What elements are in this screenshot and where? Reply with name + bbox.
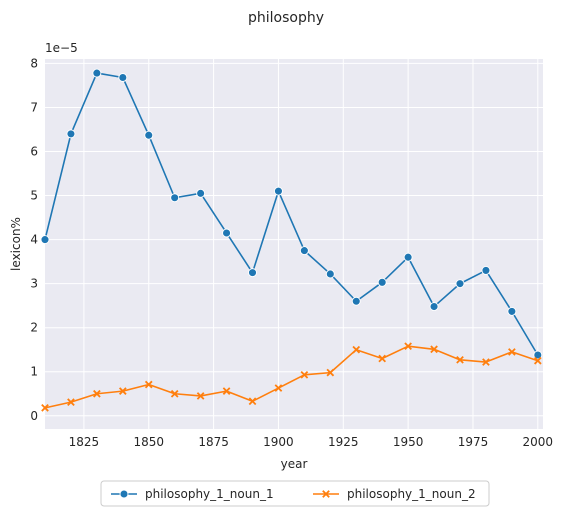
series-line-2 — [44, 345, 539, 409]
legend-label-1: philosophy_1_noun_1 — [145, 487, 274, 501]
series-philosophy_1_noun_1 — [40, 68, 543, 360]
data-point — [67, 398, 75, 406]
x-tick-label: 1875 — [198, 435, 229, 449]
y-tick-label: 4 — [30, 233, 38, 247]
data-point — [144, 380, 153, 389]
legend-marker-2 — [322, 490, 330, 498]
x-tick-label: 2000 — [523, 435, 554, 449]
data-point — [118, 73, 128, 82]
data-point — [222, 228, 232, 238]
y-tick-label: 6 — [30, 145, 38, 159]
y-scale-label: 1e−5 — [45, 41, 78, 55]
data-point — [93, 389, 101, 398]
data-point — [144, 130, 154, 140]
data-point — [482, 358, 490, 366]
data-point — [456, 356, 464, 364]
data-point — [170, 193, 180, 203]
x-tick-label: 1825 — [69, 435, 100, 449]
x-tick-label: 1900 — [263, 435, 294, 449]
data-point — [118, 387, 127, 395]
x-tick-label: 1950 — [393, 435, 424, 449]
data-point — [533, 356, 542, 365]
legend-box — [100, 480, 490, 507]
data-point — [196, 188, 206, 198]
data-point — [352, 345, 361, 354]
y-tick-label: 8 — [30, 56, 38, 70]
x-tick-labels: 1825 1850 1875 1900 1925 1950 1975 2000 — [69, 435, 553, 449]
data-point — [40, 235, 50, 245]
data-point — [533, 350, 543, 360]
y-tick-label: 0 — [30, 409, 38, 423]
x-tick-label: 1975 — [458, 435, 489, 449]
data-point — [429, 302, 439, 311]
chart-title: philosophy — [248, 10, 324, 26]
y-tick-labels: 0 1 2 3 4 5 6 7 8 — [30, 56, 38, 422]
data-point — [377, 277, 387, 287]
y-tick-label: 5 — [30, 189, 38, 203]
data-point — [351, 296, 361, 306]
plot-area — [45, 59, 543, 429]
data-point — [508, 348, 516, 356]
data-point — [326, 368, 335, 377]
y-axis-label: lexicon% — [9, 217, 23, 271]
y-tick-label: 3 — [30, 277, 38, 291]
data-point — [455, 279, 465, 289]
data-point — [403, 252, 413, 262]
data-point — [248, 268, 257, 278]
data-point — [170, 389, 179, 398]
x-axis-label: year — [281, 457, 308, 471]
y-tick-label: 1 — [30, 365, 38, 379]
data-point — [481, 265, 491, 275]
data-point — [248, 397, 257, 406]
data-point — [300, 370, 309, 379]
data-point — [325, 269, 335, 279]
data-point — [222, 387, 231, 395]
legend-label-2: philosophy_1_noun_2 — [347, 487, 476, 501]
grid-lines — [45, 59, 543, 429]
data-point — [41, 404, 49, 412]
data-point — [196, 392, 205, 400]
x-tick-label: 1925 — [328, 435, 359, 449]
data-point — [430, 345, 438, 354]
x-tick-label: 1850 — [133, 435, 164, 449]
data-point — [378, 354, 387, 363]
legend-marker-1 — [119, 489, 129, 499]
data-point — [299, 246, 309, 256]
series-line-1 — [44, 72, 539, 356]
data-point — [66, 129, 76, 139]
y-tick-label: 7 — [30, 100, 38, 114]
data-point — [273, 186, 283, 196]
data-point — [92, 68, 102, 78]
data-point — [274, 384, 283, 392]
series-group — [40, 68, 543, 412]
series-philosophy_1_noun_2 — [41, 342, 542, 412]
data-point — [404, 342, 412, 351]
data-point — [507, 306, 517, 316]
legend: philosophy_1_noun_1 philosophy_1_noun_2 — [100, 480, 490, 507]
y-tick-label: 2 — [30, 321, 38, 335]
